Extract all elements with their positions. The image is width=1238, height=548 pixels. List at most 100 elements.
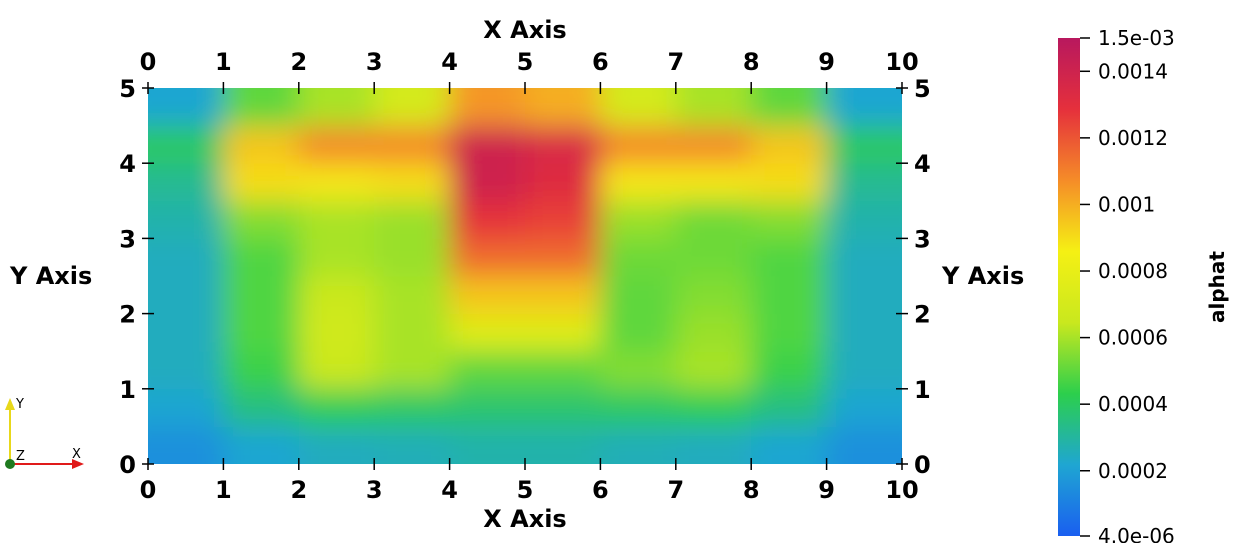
heatmap-cell — [148, 238, 224, 277]
heatmap-cell — [826, 388, 902, 427]
heatmap-cell — [675, 200, 752, 239]
heatmap-cell — [600, 388, 677, 427]
x-tick-label-bottom: 1 — [215, 476, 232, 504]
heatmap-cell — [525, 88, 601, 127]
heatmap-cell — [148, 163, 224, 202]
heatmap-cell — [449, 351, 526, 390]
heatmap-cell — [600, 276, 677, 315]
x-axis-title-top: X Axis — [483, 16, 566, 44]
heatmap-cell — [148, 388, 224, 427]
triad-label-z: Z — [16, 449, 25, 464]
x-tick-label-top: 0 — [140, 48, 157, 76]
x-arrow-head-icon — [72, 459, 84, 469]
heatmap-cell — [298, 351, 375, 390]
orientation-triad: Y Z X — [5, 397, 84, 469]
x-tick-label-top: 9 — [818, 48, 835, 76]
heatmap-cell — [374, 276, 451, 315]
heatmap-cell — [148, 200, 224, 239]
heatmap-cell — [826, 88, 902, 127]
heatmap-cell — [298, 200, 375, 239]
heatmap-cell — [826, 351, 902, 390]
y-tick-label-left: 1 — [119, 376, 136, 404]
heatmap-cell — [600, 125, 677, 164]
heatmap-cell — [374, 163, 451, 202]
heatmap-cell — [148, 276, 224, 315]
x-tick-label-bottom: 9 — [818, 476, 835, 504]
heatmap-cell — [449, 125, 526, 164]
heatmap-cell — [223, 238, 300, 277]
x-tick-label-top: 2 — [290, 48, 307, 76]
x-tick-label-bottom: 5 — [517, 476, 534, 504]
heatmap-cell — [223, 88, 300, 127]
x-tick-label-bottom: 7 — [667, 476, 684, 504]
y-tick-label-left: 4 — [119, 150, 136, 178]
colorbar-tick-label: 0.0006 — [1098, 326, 1168, 350]
heatmap-cell — [449, 238, 526, 277]
heatmap-cell — [298, 388, 375, 427]
heatmap-cell — [600, 351, 677, 390]
heatmap-cell — [826, 238, 902, 277]
heatmap-cell — [449, 388, 526, 427]
heatmap-cell — [298, 276, 375, 315]
heatmap-cell — [525, 426, 601, 464]
heatmap-cell — [223, 351, 300, 390]
y-tick-label-left: 5 — [119, 75, 136, 103]
heatmap-cell — [449, 426, 526, 464]
y-tick-label-right: 3 — [914, 225, 931, 253]
x-tick-label-top: 1 — [215, 48, 232, 76]
y-tick-label-left: 0 — [119, 451, 136, 479]
x-tick-label-bottom: 2 — [290, 476, 307, 504]
heatmap-cell — [675, 351, 752, 390]
heatmap-cell — [223, 125, 300, 164]
y-tick-label-left: 3 — [119, 225, 136, 253]
heatmap-cell — [374, 238, 451, 277]
heatmap-cell — [298, 88, 375, 127]
x-tick-label-top: 5 — [517, 48, 534, 76]
heatmap-cell — [600, 426, 677, 464]
heatmap-cell — [374, 388, 451, 427]
heatmap-cell — [751, 125, 828, 164]
heatmap-cell — [374, 200, 451, 239]
y-tick-label-right: 4 — [914, 150, 931, 178]
x-tick-label-bottom: 0 — [140, 476, 157, 504]
heatmap-cell — [751, 276, 828, 315]
x-tick-label-top: 3 — [366, 48, 383, 76]
heatmap-cell — [148, 351, 224, 390]
colorbar-tick-label: 0.0012 — [1098, 126, 1168, 150]
heatmap-cell — [223, 276, 300, 315]
x-tick-label-bottom: 10 — [885, 476, 918, 504]
y-tick-label-left: 2 — [119, 301, 136, 329]
heatmap-cell — [223, 163, 300, 202]
heatmap-cell — [525, 351, 601, 390]
heatmap-cell — [675, 163, 752, 202]
x-tick-label-top: 10 — [885, 48, 918, 76]
heatmap-cell — [223, 388, 300, 427]
heatmap-cell — [675, 426, 752, 464]
y-tick-label-right: 5 — [914, 75, 931, 103]
heatmap-cell — [525, 238, 601, 277]
heatmap-cell — [675, 125, 752, 164]
heatmap-cell — [374, 88, 451, 127]
colorbar-tick-label: 0.0008 — [1098, 259, 1168, 283]
heatmap-cell — [298, 163, 375, 202]
heatmap-cell — [374, 125, 451, 164]
heatmap-cell — [675, 388, 752, 427]
heatmap-cell — [675, 88, 752, 127]
triad-label-y: Y — [15, 397, 24, 412]
heatmap-cell — [751, 238, 828, 277]
y-tick-label-right: 1 — [914, 376, 931, 404]
heatmap-cell — [675, 313, 752, 352]
heatmap-cell — [148, 426, 224, 464]
x-tick-label-bottom: 8 — [743, 476, 760, 504]
heatmap-cell — [600, 200, 677, 239]
y-tick-label-right: 0 — [914, 451, 931, 479]
heatmap-cell — [374, 426, 451, 464]
heatmap-cell — [449, 276, 526, 315]
heatmap-cell — [751, 163, 828, 202]
colorbar-max-label: 1.5e-03 — [1098, 26, 1175, 50]
x-tick-label-top: 8 — [743, 48, 760, 76]
heatmap-cell — [223, 313, 300, 352]
